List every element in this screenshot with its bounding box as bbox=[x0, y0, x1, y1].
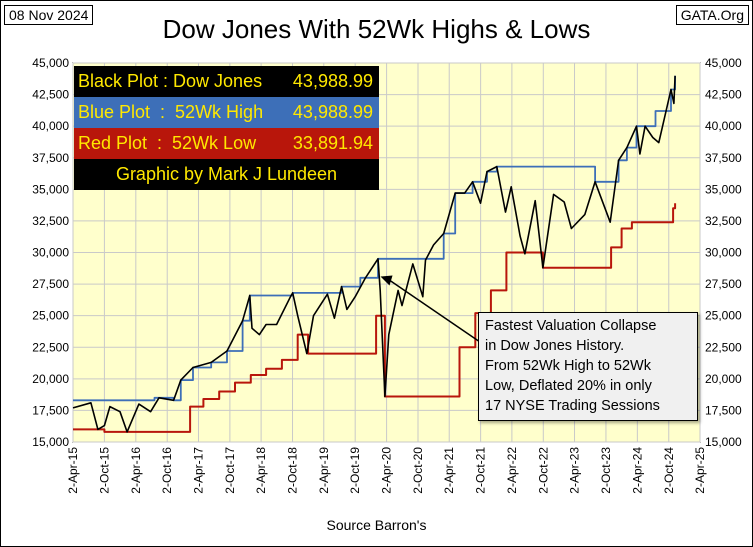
y-tick-label-left: 17,500 bbox=[32, 403, 69, 417]
x-tick-label: 2-Oct-17 bbox=[223, 447, 237, 494]
y-tick-label-right: 35,000 bbox=[705, 182, 742, 196]
x-tick-label: 2-Apr-17 bbox=[191, 447, 205, 494]
x-tick-label: 2-Oct-21 bbox=[474, 447, 488, 494]
x-tick-label: 2-Oct-18 bbox=[286, 447, 300, 494]
x-tick-label: 2-Oct-19 bbox=[348, 447, 362, 494]
x-tick-label: 2-Apr-22 bbox=[505, 447, 519, 494]
annotation-arrow-line bbox=[388, 278, 481, 343]
x-tick-label: 2-Oct-16 bbox=[160, 447, 174, 494]
y-tick-label-right: 42,500 bbox=[705, 88, 742, 102]
x-tick-label: 2-Oct-20 bbox=[411, 447, 425, 494]
low-52wk-line bbox=[73, 203, 677, 433]
annotation-line: Fastest Valuation Collapse bbox=[485, 318, 657, 334]
y-tick-label-right: 40,000 bbox=[705, 119, 742, 133]
annotation-box: Fastest Valuation Collapse in Dow Jones … bbox=[478, 312, 698, 421]
source-label: GATA.Org bbox=[675, 5, 749, 25]
x-tick-label: 2-Apr-25 bbox=[693, 447, 707, 494]
y-tick-label-right: 45,000 bbox=[705, 56, 742, 70]
y-tick-label-right: 20,000 bbox=[705, 372, 742, 386]
y-tick-label-right: 15,000 bbox=[705, 435, 742, 449]
x-tick-label: 2-Apr-15 bbox=[66, 447, 80, 494]
chart-title: Dow Jones With 52Wk Highs & Lows bbox=[162, 14, 591, 44]
y-tick-label-left: 25,000 bbox=[32, 309, 69, 323]
x-tick-label: 2-Apr-16 bbox=[129, 447, 143, 494]
y-tick-label-left: 22,500 bbox=[32, 340, 69, 354]
x-tick-label: 2-Oct-15 bbox=[97, 447, 111, 494]
legend-dow: Black Plot : Dow Jones 43,988.99 bbox=[74, 66, 379, 97]
legend-low-label: Red Plot : 52Wk Low bbox=[78, 133, 257, 153]
y-tick-label-right: 27,500 bbox=[705, 277, 742, 291]
y-tick-label-left: 45,000 bbox=[32, 56, 69, 70]
annotation-arrow-head bbox=[380, 275, 393, 286]
annotation-line: Low, Deflated 20% in only bbox=[485, 378, 652, 394]
y-tick-label-left: 37,500 bbox=[32, 151, 69, 165]
x-tick-label: 2-Apr-21 bbox=[442, 447, 456, 494]
y-tick-label-right: 22,500 bbox=[705, 340, 742, 354]
y-tick-label-right: 37,500 bbox=[705, 151, 742, 165]
y-tick-label-left: 42,500 bbox=[32, 88, 69, 102]
y-tick-label-left: 30,000 bbox=[32, 246, 69, 260]
x-tick-label: 2-Apr-19 bbox=[317, 447, 331, 494]
legend-dow-label: Black Plot : Dow Jones bbox=[78, 71, 263, 91]
y-tick-label-right: 17,500 bbox=[705, 403, 742, 417]
x-tick-label: 2-Oct-24 bbox=[662, 447, 676, 494]
y-tick-label-left: 40,000 bbox=[32, 119, 69, 133]
y-tick-label-right: 32,500 bbox=[705, 214, 742, 228]
y-tick-label-left: 32,500 bbox=[32, 214, 69, 228]
y-tick-label-left: 35,000 bbox=[32, 182, 69, 196]
dow-jones-line bbox=[72, 75, 676, 433]
legend-low: Red Plot : 52Wk Low 33,891.94 bbox=[74, 128, 379, 159]
annotation-line: 17 NYSE Trading Sessions bbox=[485, 398, 660, 414]
x-tick-label: 2-Apr-18 bbox=[254, 447, 268, 494]
annotation-line: in Dow Jones History. bbox=[485, 338, 625, 354]
x-tick-label: 2-Oct-22 bbox=[536, 447, 550, 494]
y-tick-label-right: 25,000 bbox=[705, 309, 742, 323]
x-axis-label: Source Barron's bbox=[326, 517, 427, 533]
legend-dow-value: 43,988.99 bbox=[292, 71, 373, 91]
legend-high: Blue Plot : 52Wk High 43,988.99 bbox=[74, 97, 379, 128]
y-tick-label-left: 27,500 bbox=[32, 277, 69, 291]
legend-high-value: 43,988.99 bbox=[292, 102, 373, 122]
legend-low-value: 33,891.94 bbox=[292, 133, 373, 153]
legend-high-label: Blue Plot : 52Wk High bbox=[78, 102, 264, 122]
date-label: 08 Nov 2024 bbox=[4, 5, 94, 25]
annotation-line: From 52Wk High to 52Wk bbox=[485, 358, 651, 374]
y-tick-label-left: 15,000 bbox=[32, 435, 69, 449]
y-tick-label-left: 20,000 bbox=[32, 372, 69, 386]
legend: Black Plot : Dow Jones 43,988.99 Blue Pl… bbox=[74, 66, 379, 190]
x-tick-label: 2-Apr-23 bbox=[568, 447, 582, 494]
y-tick-label-right: 30,000 bbox=[705, 246, 742, 260]
legend-credit: Graphic by Mark J Lundeen bbox=[74, 159, 379, 190]
x-tick-label: 2-Apr-20 bbox=[380, 447, 394, 494]
x-tick-label: 2-Apr-24 bbox=[630, 447, 644, 494]
x-tick-label: 2-Oct-23 bbox=[599, 447, 613, 494]
